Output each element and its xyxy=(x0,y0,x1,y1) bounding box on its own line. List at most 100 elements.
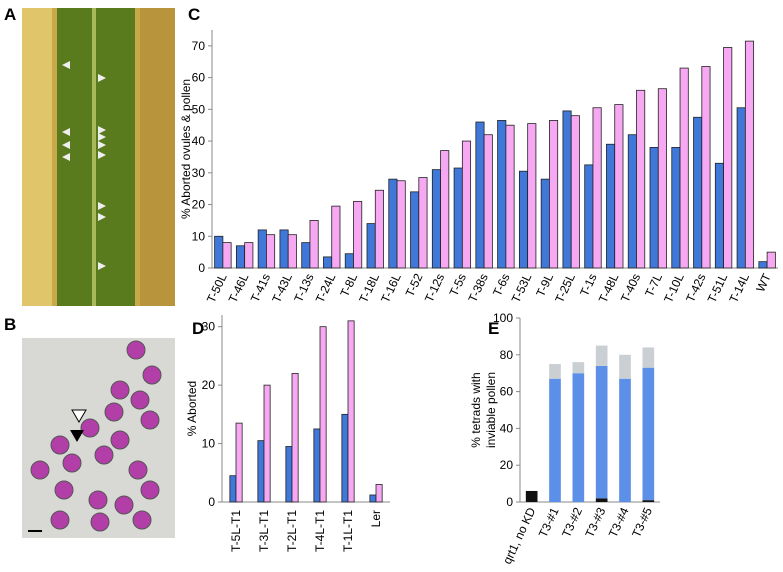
bar xyxy=(309,219,319,269)
bar xyxy=(279,229,289,269)
y-tick-label: 50 xyxy=(192,102,206,116)
x-tick-label: T-2L-T1 xyxy=(285,510,299,552)
bar xyxy=(595,498,608,502)
bar xyxy=(374,189,384,269)
y-tick-label: 30 xyxy=(202,320,216,334)
x-tick-label: Ler xyxy=(369,510,383,527)
x-tick-label: T-12s xyxy=(422,271,447,304)
bar xyxy=(319,326,327,503)
bar xyxy=(642,500,655,502)
bar xyxy=(642,367,655,501)
x-tick-label: T3-#1 xyxy=(536,505,562,540)
y-axis-label: inviable pollen xyxy=(484,372,498,448)
bar xyxy=(410,191,420,269)
panel-label: D xyxy=(192,319,204,338)
bar xyxy=(244,242,254,269)
x-tick-label: T-1s xyxy=(577,271,600,298)
y-tick-label: 60 xyxy=(192,71,206,85)
bar xyxy=(388,178,398,269)
x-tick-label: T-48L xyxy=(596,271,622,305)
bar xyxy=(418,177,428,269)
bar xyxy=(285,446,293,503)
panel-label: B xyxy=(4,315,16,334)
pod-image xyxy=(22,8,175,306)
bar xyxy=(257,229,267,269)
x-tick-label: qrt1, no KD xyxy=(500,505,538,566)
y-tick-label: 20 xyxy=(500,458,514,472)
bar xyxy=(366,223,376,269)
bar xyxy=(649,147,659,269)
panel-label: E xyxy=(488,319,499,338)
bar xyxy=(431,169,441,269)
bar xyxy=(518,170,529,269)
bar xyxy=(341,413,349,503)
x-tick-label: T-3L-T1 xyxy=(257,510,271,552)
bar xyxy=(766,251,776,269)
x-tick-label: T-38s xyxy=(465,271,490,304)
y-tick-label: 0 xyxy=(208,495,215,509)
y-tick-label: 40 xyxy=(192,134,206,148)
y-tick-label: 100 xyxy=(493,311,513,325)
y-tick-label: 20 xyxy=(192,198,206,212)
x-tick-label: T-8L xyxy=(337,271,360,299)
bar xyxy=(572,362,585,374)
bar xyxy=(461,140,472,269)
bar xyxy=(540,178,550,269)
bar xyxy=(671,147,681,269)
bar xyxy=(497,120,507,269)
y-tick-label: 0 xyxy=(506,495,513,509)
x-tick-label: T-25L xyxy=(552,271,578,305)
bar xyxy=(353,200,363,269)
bar xyxy=(595,345,608,366)
x-tick-label: T-5L-T1 xyxy=(229,510,243,552)
bar xyxy=(344,253,354,269)
bar xyxy=(229,475,237,503)
x-tick-label: T-10L xyxy=(661,271,687,305)
bar xyxy=(257,440,265,503)
x-tick-label: T-40s xyxy=(618,271,643,304)
y-tick-label: 70 xyxy=(192,39,206,53)
x-tick-label: T-24L xyxy=(313,271,339,305)
x-tick-label: T3-#5 xyxy=(629,505,655,540)
x-tick-label: T-14L xyxy=(726,271,752,305)
bar xyxy=(614,104,624,269)
y-tick-label: 0 xyxy=(198,261,205,275)
bar xyxy=(440,150,450,269)
bar xyxy=(313,428,321,503)
bar xyxy=(723,47,733,269)
bar xyxy=(369,494,377,503)
bar xyxy=(549,378,561,502)
panel-label: A xyxy=(4,5,16,24)
y-axis-label: % Aborted ovules & pollen xyxy=(179,79,193,219)
bar xyxy=(549,364,561,379)
bar xyxy=(331,205,341,269)
bar xyxy=(584,164,594,269)
bar xyxy=(744,40,755,269)
y-tick-label: 80 xyxy=(500,348,514,362)
bar xyxy=(758,261,768,269)
bar xyxy=(736,107,746,269)
bar xyxy=(291,373,299,503)
bar xyxy=(592,107,602,269)
bar xyxy=(214,235,224,269)
bar xyxy=(505,124,515,269)
bar xyxy=(642,347,655,368)
y-tick-label: 40 xyxy=(500,421,514,435)
bar xyxy=(701,66,711,269)
bar xyxy=(572,373,585,502)
x-tick-label: T-52 xyxy=(403,271,426,299)
bar xyxy=(527,123,537,269)
x-tick-label: T-5s xyxy=(447,271,470,298)
x-tick-label: T-1L-T1 xyxy=(341,510,355,552)
bar xyxy=(483,134,493,269)
bar xyxy=(235,422,243,503)
bar xyxy=(657,88,667,269)
x-tick-label: T3-#3 xyxy=(582,505,608,540)
bar xyxy=(714,162,724,269)
x-tick-label: WT xyxy=(753,271,774,294)
bar xyxy=(323,256,333,269)
x-tick-label: T-16L xyxy=(378,271,404,305)
x-tick-label: T3-#2 xyxy=(559,505,585,540)
bar xyxy=(693,116,703,269)
